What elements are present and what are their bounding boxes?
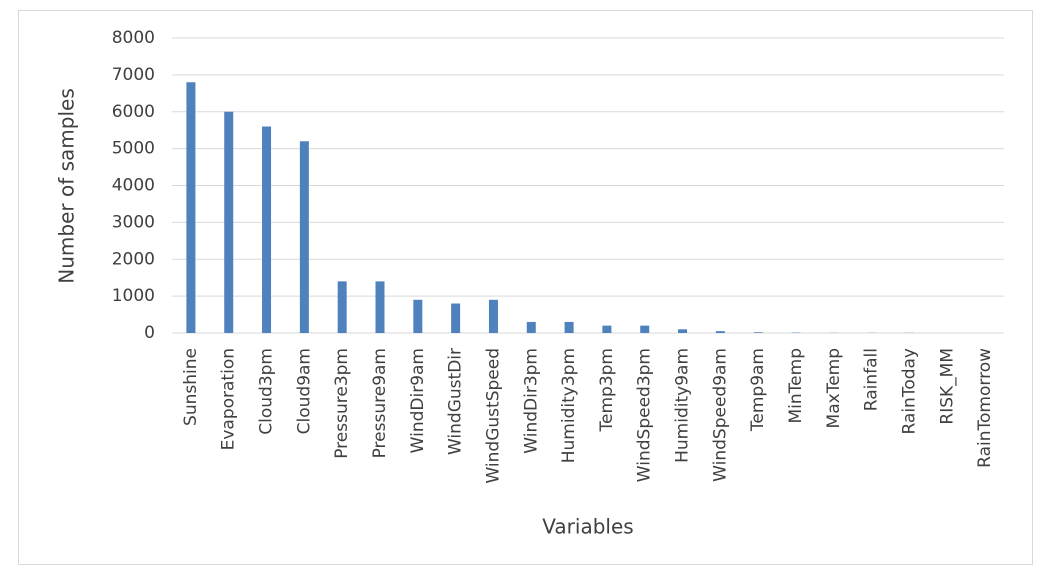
bar — [526, 321, 536, 333]
y-tick-label: 0 — [144, 323, 155, 343]
y-tick-label: 4000 — [112, 176, 155, 196]
x-tick-label: Pressure9am — [370, 348, 390, 458]
x-tick-label: RainTomorrow — [975, 348, 995, 468]
bar — [186, 82, 196, 333]
bar — [753, 332, 763, 333]
bar — [640, 325, 650, 333]
x-tick-label: WindSpeed3pm — [635, 348, 655, 482]
x-tick-label: WindDir9am — [408, 348, 428, 453]
x-tick-label: RISK_MM — [937, 348, 957, 425]
x-tick-label: WindGustDir — [446, 348, 466, 455]
x-tick-label: MinTemp — [786, 348, 806, 423]
x-axis-title: Variables — [542, 515, 633, 539]
x-tick-label: MaxTemp — [824, 348, 844, 428]
chart-border — [18, 10, 1033, 565]
x-tick-label: WindDir3pm — [521, 348, 541, 454]
y-tick-label: 2000 — [112, 249, 155, 269]
x-tick-label: WindGustSpeed — [483, 348, 503, 484]
x-tick-label: Evaporation — [219, 348, 239, 450]
x-tick-label: Humidity9am — [673, 348, 693, 463]
x-tick-label: Temp9am — [748, 348, 768, 432]
x-tick-label: WindSpeed9am — [710, 348, 730, 482]
y-tick-label: 5000 — [112, 139, 155, 159]
bar — [488, 299, 498, 333]
x-tick-label: Temp3pm — [597, 348, 617, 432]
bar — [602, 325, 612, 333]
bar — [715, 331, 725, 333]
x-tick-label: RainToday — [899, 348, 919, 435]
y-tick-label: 6000 — [112, 102, 155, 122]
y-tick-label: 7000 — [112, 65, 155, 85]
bar — [299, 141, 309, 333]
bar — [262, 126, 272, 333]
y-axis-title: Number of samples — [55, 88, 79, 283]
bar — [224, 111, 234, 333]
bar — [451, 303, 461, 333]
bar — [375, 281, 385, 333]
bar — [413, 299, 423, 333]
x-tick-label: Rainfall — [862, 348, 882, 411]
bar — [678, 329, 688, 333]
x-tick-label: Pressure3pm — [332, 348, 352, 459]
x-tick-label: Cloud3pm — [257, 348, 277, 435]
y-tick-label: 1000 — [112, 286, 155, 306]
x-tick-label: Humidity3pm — [559, 348, 579, 463]
x-tick-label: Cloud9am — [294, 348, 314, 434]
x-tick-label: Sunshine — [181, 348, 201, 426]
bar — [564, 321, 574, 333]
bar — [337, 281, 347, 333]
y-tick-label: 3000 — [112, 212, 155, 232]
y-tick-label: 8000 — [112, 28, 155, 48]
